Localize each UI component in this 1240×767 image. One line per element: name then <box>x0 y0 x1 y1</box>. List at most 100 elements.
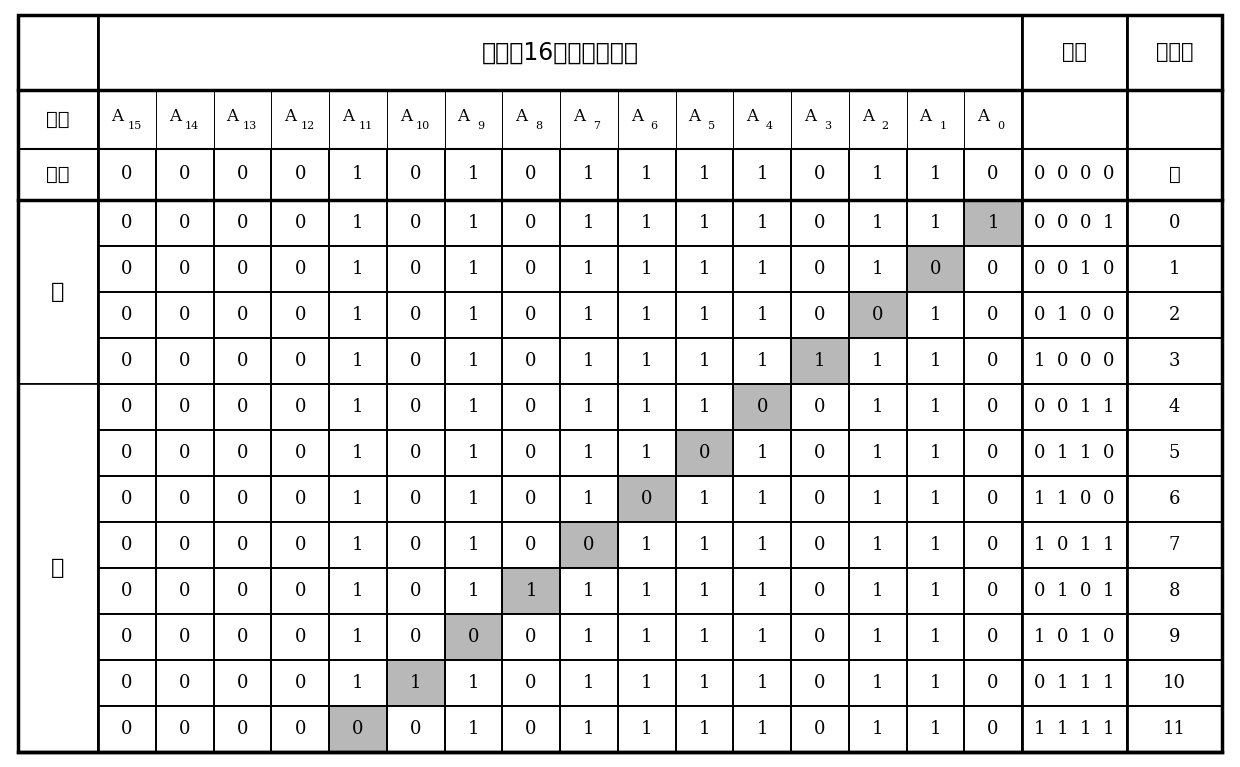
Bar <box>213 292 272 338</box>
Bar <box>560 338 618 384</box>
Bar <box>502 660 560 706</box>
Text: 0  1  1  0: 0 1 1 0 <box>1034 444 1115 462</box>
Text: 0: 0 <box>1169 214 1180 232</box>
Text: 1: 1 <box>467 398 479 416</box>
Bar <box>272 200 329 246</box>
Text: A: A <box>458 108 470 126</box>
Bar <box>791 430 848 476</box>
Text: 1: 1 <box>698 398 711 416</box>
Text: 1: 1 <box>815 352 826 370</box>
Bar <box>618 338 676 384</box>
Text: 0: 0 <box>237 628 248 646</box>
Bar <box>733 430 791 476</box>
Bar <box>791 338 848 384</box>
Text: 正确: 正确 <box>46 165 69 184</box>
Text: 0: 0 <box>179 582 191 600</box>
Text: 0: 0 <box>410 166 422 183</box>
Text: 1: 1 <box>756 214 768 232</box>
Bar <box>444 430 502 476</box>
Text: A: A <box>284 108 296 126</box>
Bar <box>848 614 906 660</box>
Bar <box>272 614 329 660</box>
Text: 1: 1 <box>583 490 595 508</box>
Text: 1: 1 <box>756 582 768 600</box>
Bar <box>965 338 1022 384</box>
Text: 0: 0 <box>410 214 422 232</box>
Text: 1: 1 <box>756 628 768 646</box>
Text: 1: 1 <box>467 352 479 370</box>
Bar <box>676 660 733 706</box>
Text: 0: 0 <box>179 536 191 554</box>
Bar <box>1022 90 1127 149</box>
Bar <box>733 292 791 338</box>
Bar <box>329 430 387 476</box>
Bar <box>444 246 502 292</box>
Bar <box>676 476 733 522</box>
Text: 1: 1 <box>467 490 479 508</box>
Bar <box>19 15 98 90</box>
Text: 0: 0 <box>987 628 999 646</box>
Text: 1: 1 <box>930 536 941 554</box>
Bar <box>791 476 848 522</box>
Text: 0: 0 <box>815 582 826 600</box>
Text: 0  1  0  1: 0 1 0 1 <box>1034 582 1115 600</box>
Text: 0: 0 <box>294 260 306 278</box>
Text: 1: 1 <box>930 398 941 416</box>
Text: 8: 8 <box>1169 582 1180 600</box>
Text: 1: 1 <box>352 628 363 646</box>
Text: 1: 1 <box>756 536 768 554</box>
Text: 0: 0 <box>526 352 537 370</box>
Bar <box>272 430 329 476</box>
Text: 0: 0 <box>526 720 537 738</box>
Text: 1: 1 <box>352 490 363 508</box>
Bar <box>1127 522 1221 568</box>
Text: 0: 0 <box>930 260 941 278</box>
Text: 3: 3 <box>1169 352 1180 370</box>
Text: 0  0  1  1: 0 0 1 1 <box>1034 398 1115 416</box>
Text: 0: 0 <box>122 166 133 183</box>
Bar <box>560 292 618 338</box>
Bar <box>19 90 98 149</box>
Text: 0: 0 <box>583 536 595 554</box>
Text: 1: 1 <box>352 306 363 324</box>
Text: 1: 1 <box>872 398 883 416</box>
Bar <box>1127 568 1221 614</box>
Text: 0: 0 <box>122 352 133 370</box>
Bar <box>444 292 502 338</box>
Text: 误: 误 <box>51 558 64 578</box>
Bar <box>272 522 329 568</box>
Text: 15: 15 <box>128 121 141 131</box>
Text: 0: 0 <box>410 306 422 324</box>
Bar <box>98 384 156 430</box>
Text: 0: 0 <box>698 444 711 462</box>
Text: 1: 1 <box>352 352 363 370</box>
Text: 1: 1 <box>352 674 363 692</box>
Text: 0: 0 <box>179 214 191 232</box>
Bar <box>98 15 1022 90</box>
Bar <box>444 149 502 200</box>
Text: A: A <box>746 108 759 126</box>
Bar <box>560 246 618 292</box>
Bar <box>733 476 791 522</box>
Text: 1: 1 <box>940 121 946 131</box>
Bar <box>329 200 387 246</box>
Bar <box>213 384 272 430</box>
Bar <box>444 200 502 246</box>
Text: 0: 0 <box>987 260 999 278</box>
Text: 3: 3 <box>823 121 831 131</box>
Text: 1: 1 <box>641 674 652 692</box>
Bar <box>791 706 848 752</box>
Bar <box>618 568 676 614</box>
Bar <box>1127 200 1221 246</box>
Bar <box>906 660 965 706</box>
Bar <box>444 568 502 614</box>
Text: 8: 8 <box>536 121 542 131</box>
Bar <box>965 706 1022 752</box>
Bar <box>98 90 1022 149</box>
Text: 2: 2 <box>882 121 889 131</box>
Bar <box>387 430 444 476</box>
Bar <box>791 200 848 246</box>
Bar <box>272 476 329 522</box>
Text: 1  0  1  1: 1 0 1 1 <box>1034 536 1115 554</box>
Bar <box>329 522 387 568</box>
